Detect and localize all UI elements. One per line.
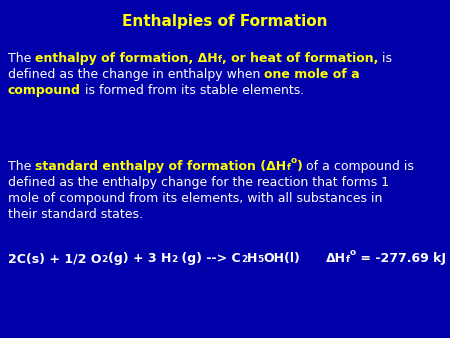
Text: is: is bbox=[378, 52, 392, 65]
Text: 2: 2 bbox=[241, 255, 247, 264]
Text: (g) --> C: (g) --> C bbox=[177, 252, 241, 265]
Text: , or heat of formation,: , or heat of formation, bbox=[222, 52, 378, 65]
Text: enthalpy of formation, ΔH: enthalpy of formation, ΔH bbox=[36, 52, 218, 65]
Text: standard enthalpy of formation (ΔH: standard enthalpy of formation (ΔH bbox=[36, 160, 287, 173]
Text: The: The bbox=[8, 52, 36, 65]
Text: f: f bbox=[346, 255, 350, 264]
Text: 2: 2 bbox=[102, 255, 108, 264]
Text: one mole of a: one mole of a bbox=[265, 68, 360, 81]
Text: ΔH: ΔH bbox=[326, 252, 346, 265]
Text: OH(l): OH(l) bbox=[264, 252, 301, 265]
Text: 2C(s) + 1/2 O: 2C(s) + 1/2 O bbox=[8, 252, 102, 265]
Text: (g) + 3 H: (g) + 3 H bbox=[108, 252, 171, 265]
Text: mole of compound from its elements, with all substances in: mole of compound from its elements, with… bbox=[8, 192, 382, 205]
Text: Enthalpies of Formation: Enthalpies of Formation bbox=[122, 14, 328, 29]
Text: f: f bbox=[218, 55, 222, 64]
Text: = -277.69 kJ: = -277.69 kJ bbox=[356, 252, 446, 265]
Text: compound: compound bbox=[8, 84, 81, 97]
Text: o: o bbox=[350, 248, 356, 257]
Text: 5: 5 bbox=[257, 255, 264, 264]
Text: o: o bbox=[291, 156, 297, 165]
Text: defined as the change in enthalpy when: defined as the change in enthalpy when bbox=[8, 68, 265, 81]
Text: defined as the enthalpy change for the reaction that forms 1: defined as the enthalpy change for the r… bbox=[8, 176, 389, 189]
Text: 2: 2 bbox=[171, 255, 177, 264]
Text: f: f bbox=[287, 163, 291, 172]
Text: ): ) bbox=[297, 160, 302, 173]
Text: of a compound is: of a compound is bbox=[302, 160, 414, 173]
Text: is formed from its stable elements.: is formed from its stable elements. bbox=[81, 84, 304, 97]
Text: their standard states.: their standard states. bbox=[8, 208, 143, 221]
Text: H: H bbox=[247, 252, 257, 265]
Text: The: The bbox=[8, 160, 36, 173]
